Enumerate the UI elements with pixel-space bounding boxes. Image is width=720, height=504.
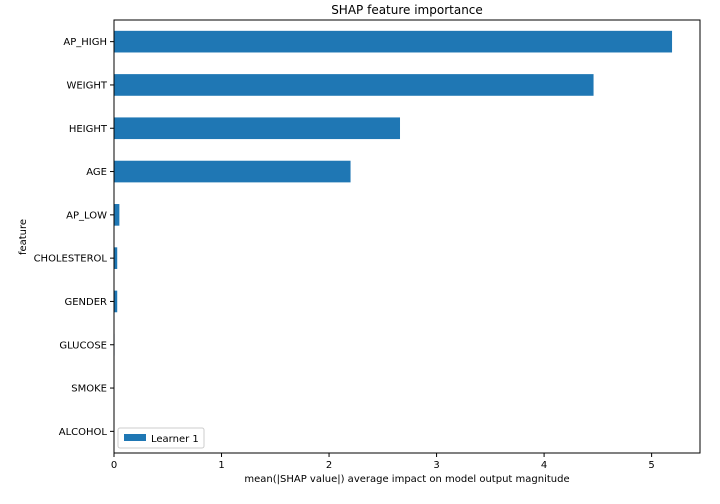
x-tick-label: 1 <box>218 460 224 471</box>
x-tick-label: 5 <box>648 460 654 471</box>
bar-age <box>114 160 351 183</box>
chart-title: SHAP feature importance <box>331 3 483 17</box>
bar-ap_low <box>114 204 120 226</box>
bar-ap_high <box>114 30 673 53</box>
y-tick-label: SMOKE <box>71 384 107 395</box>
y-tick-label: GENDER <box>64 297 107 308</box>
x-tick-label: 4 <box>541 460 547 471</box>
y-tick-label: HEIGHT <box>69 124 108 135</box>
bar-height <box>114 117 401 140</box>
plot-frame <box>113 19 701 454</box>
bar-cholesterol <box>114 247 118 269</box>
bar-gender <box>114 290 118 313</box>
y-axis-ticks: AP_HIGH WEIGHT HEIGHT AGE AP_LOW CHOLESTEROL G… <box>34 37 114 438</box>
bar-weight <box>114 74 594 96</box>
x-tick-label: 2 <box>326 460 332 471</box>
x-axis-label: mean(|SHAP value|) average impact on mod… <box>244 474 569 485</box>
y-tick-label: AP_HIGH <box>63 37 107 48</box>
y-tick-label: CHOLESTEROL <box>34 254 108 265</box>
y-tick-label: WEIGHT <box>66 80 107 91</box>
y-axis-label: feature <box>18 219 29 255</box>
legend-box <box>117 427 205 449</box>
x-tick-label: 0 <box>111 460 117 471</box>
y-tick-label: GLUCOSE <box>59 340 107 351</box>
legend-label: Learner 1 <box>151 434 199 445</box>
legend: Learner 1 <box>117 427 205 449</box>
legend-swatch <box>124 434 146 441</box>
x-tick-label: 3 <box>433 460 439 471</box>
y-tick-label: AP_LOW <box>66 210 107 221</box>
x-axis-ticks: 0 1 2 3 4 5 <box>111 453 655 471</box>
y-tick-label: ALCOHOL <box>59 427 108 438</box>
y-tick-label: AGE <box>86 167 107 178</box>
bars-group <box>114 30 673 443</box>
